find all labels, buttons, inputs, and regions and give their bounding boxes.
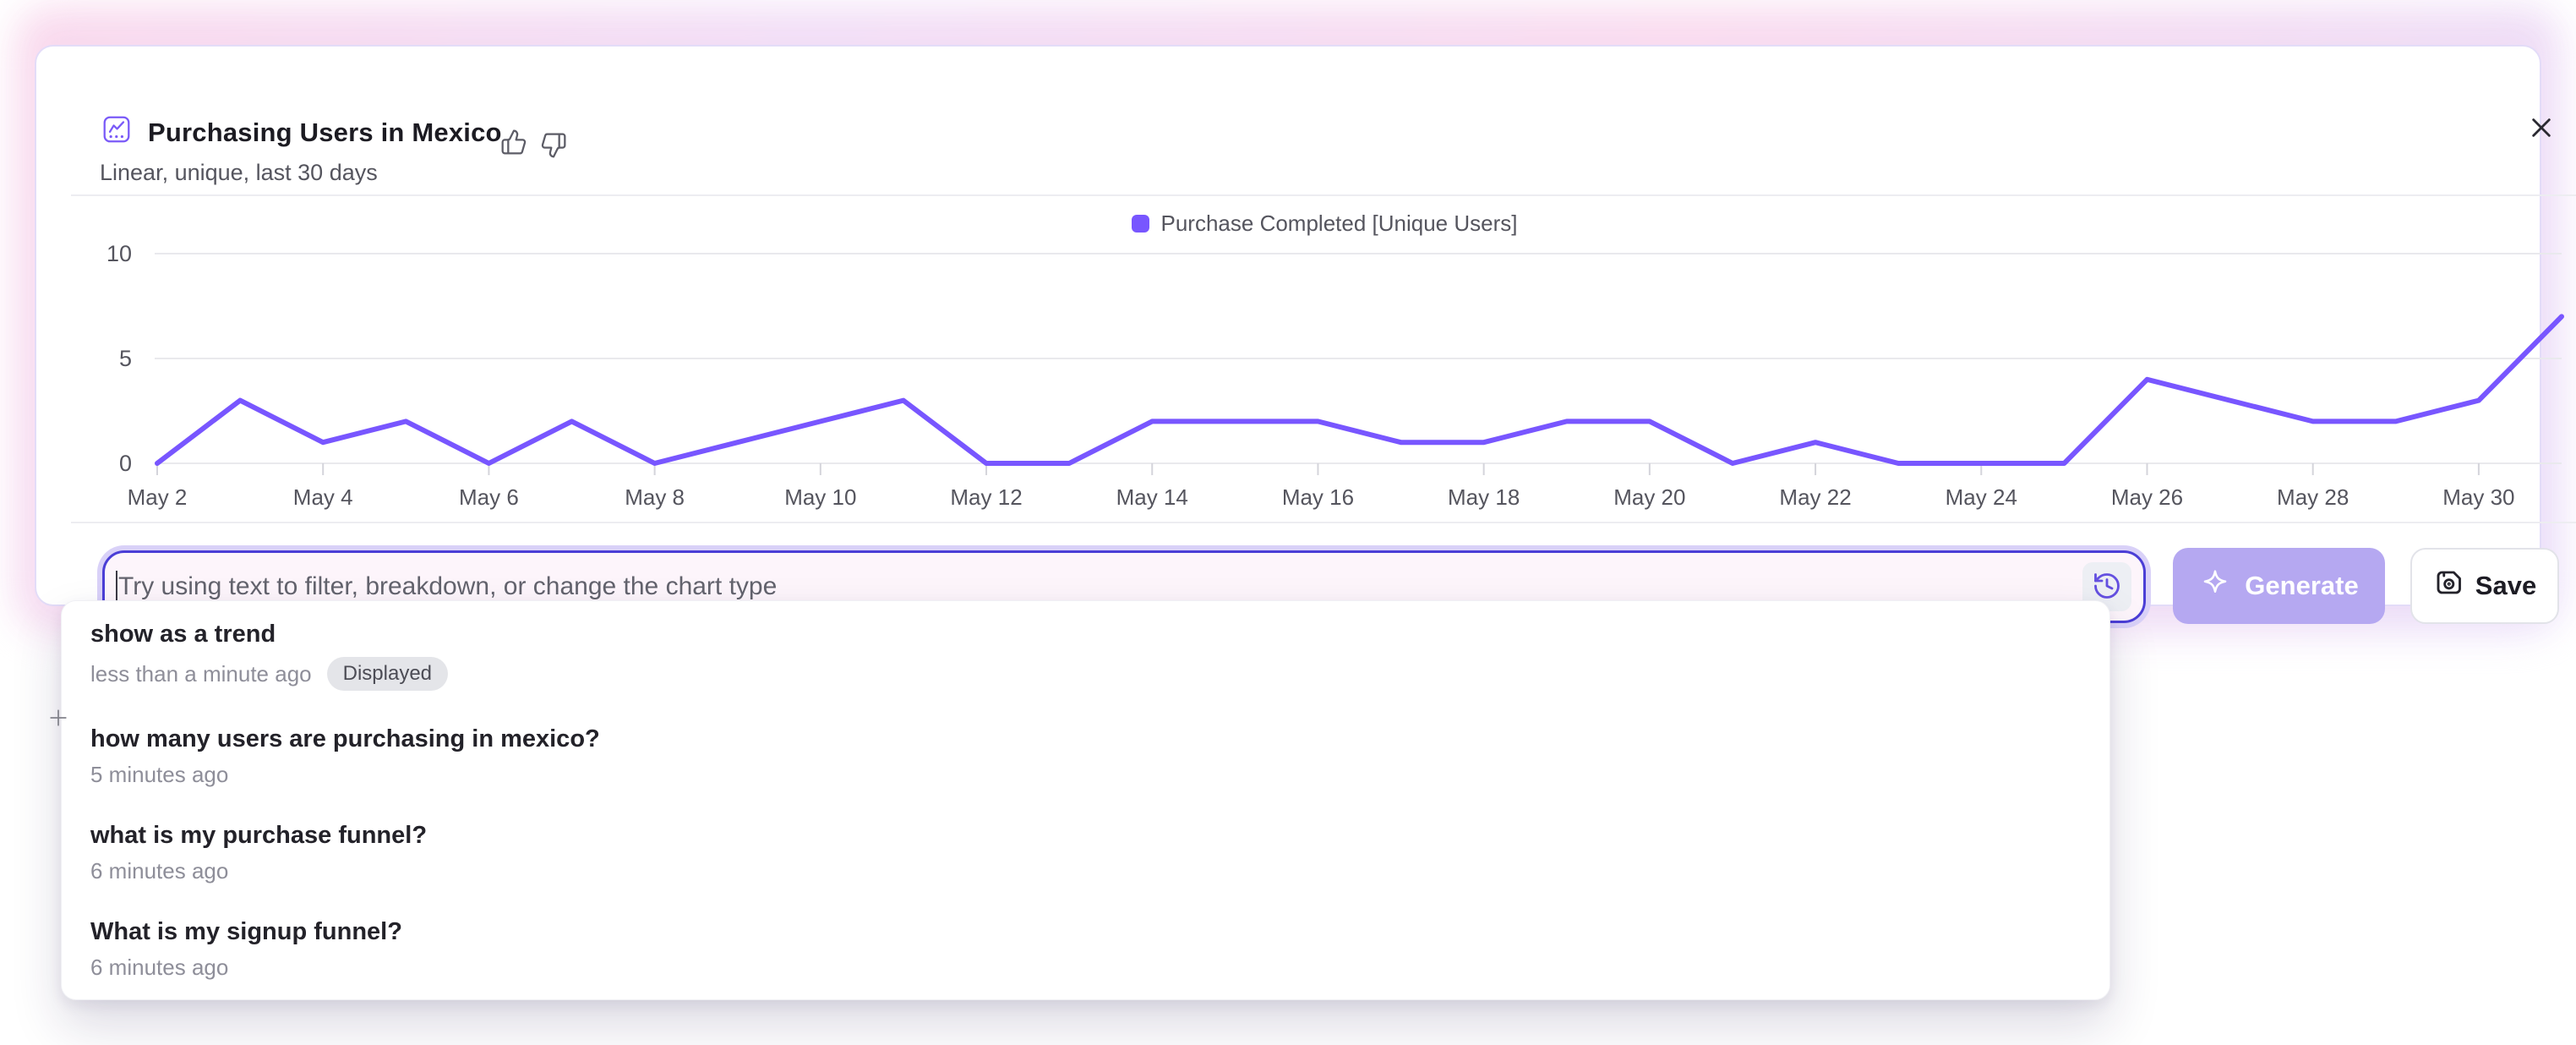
history-item[interactable]: show as a trend less than a minute ago D… (62, 603, 2109, 708)
svg-text:May 26: May 26 (2111, 484, 2183, 510)
close-icon (2528, 118, 2555, 144)
card-title: Purchasing Users in Mexico (148, 118, 502, 147)
close-button[interactable] (2523, 109, 2560, 146)
chart-legend[interactable]: Purchase Completed [Unique Users] (71, 211, 2576, 237)
thumbs-down-button[interactable] (540, 132, 567, 159)
history-item-time: 6 minutes ago (90, 858, 229, 884)
insight-card: Purchasing Users in Mexico Linear, uniqu… (35, 45, 2576, 624)
line-chart[interactable]: 0 5 10 May 2 May 4 May 6 May 8 May 10 May 12 May … (71, 195, 2576, 522)
history-button[interactable] (2082, 562, 2131, 611)
history-item[interactable]: how many users are purchasing in mexico?… (62, 708, 2109, 804)
history-item-time: 6 minutes ago (90, 955, 229, 980)
history-item-query: What is my signup funnel? (90, 918, 402, 945)
history-item-time: less than a minute ago (90, 661, 312, 687)
chart-divider (71, 522, 2576, 523)
svg-text:May 28: May 28 (2277, 484, 2349, 510)
svg-text:May 12: May 12 (950, 484, 1022, 510)
svg-text:May 8: May 8 (625, 484, 685, 510)
svg-text:5: 5 (119, 346, 132, 371)
text-caret (116, 571, 117, 606)
svg-text:May 24: May 24 (1946, 484, 2017, 510)
svg-text:May 30: May 30 (2442, 484, 2514, 510)
svg-text:May 18: May 18 (1448, 484, 1520, 510)
history-item[interactable]: What is my signup funnel? 6 minutes ago (62, 900, 2109, 997)
history-item-meta: 6 minutes ago (90, 858, 2081, 884)
svg-text:May 16: May 16 (1282, 484, 1354, 510)
generate-label: Generate (2245, 571, 2359, 600)
save-label: Save (2475, 571, 2537, 600)
history-item-time: 5 minutes ago (90, 762, 229, 787)
history-item[interactable]: what is my purchase funnel? 6 minutes ag… (62, 804, 2109, 900)
mouse-cursor-plus-icon (49, 709, 68, 731)
svg-text:May 20: May 20 (1613, 484, 1685, 510)
header-divider (71, 194, 2576, 196)
svg-text:May 10: May 10 (784, 484, 856, 510)
status-badge: Displayed (326, 657, 449, 691)
history-item-meta: 6 minutes ago (90, 955, 2081, 980)
save-button[interactable]: Save (2410, 548, 2559, 624)
history-item-meta: 5 minutes ago (90, 762, 2081, 787)
sparkle-icon (2199, 566, 2231, 605)
history-item-meta: less than a minute ago Displayed (90, 657, 2081, 691)
history-item-query: how many users are purchasing in mexico? (90, 725, 600, 752)
legend-swatch (1131, 215, 1149, 233)
legend-label: Purchase Completed [Unique Users] (1160, 211, 1518, 236)
history-item-query: show as a trend (90, 621, 276, 648)
line-chart-icon (103, 116, 130, 143)
svg-text:May 4: May 4 (293, 484, 353, 510)
generate-button[interactable]: Generate (2173, 548, 2385, 624)
thumbs-up-button[interactable] (500, 129, 527, 156)
svg-text:May 14: May 14 (1116, 484, 1188, 510)
history-dropdown: show as a trend less than a minute ago D… (61, 600, 2110, 1000)
svg-text:0: 0 (119, 451, 132, 476)
svg-text:10: 10 (106, 241, 132, 266)
history-item-query: what is my purchase funnel? (90, 822, 428, 849)
svg-text:May 22: May 22 (1779, 484, 1851, 510)
card-subtitle: Linear, unique, last 30 days (100, 160, 378, 185)
svg-text:May 2: May 2 (128, 484, 188, 510)
svg-text:May 6: May 6 (459, 484, 519, 510)
save-file-icon (2433, 567, 2464, 605)
history-clock-icon (2092, 571, 2122, 604)
